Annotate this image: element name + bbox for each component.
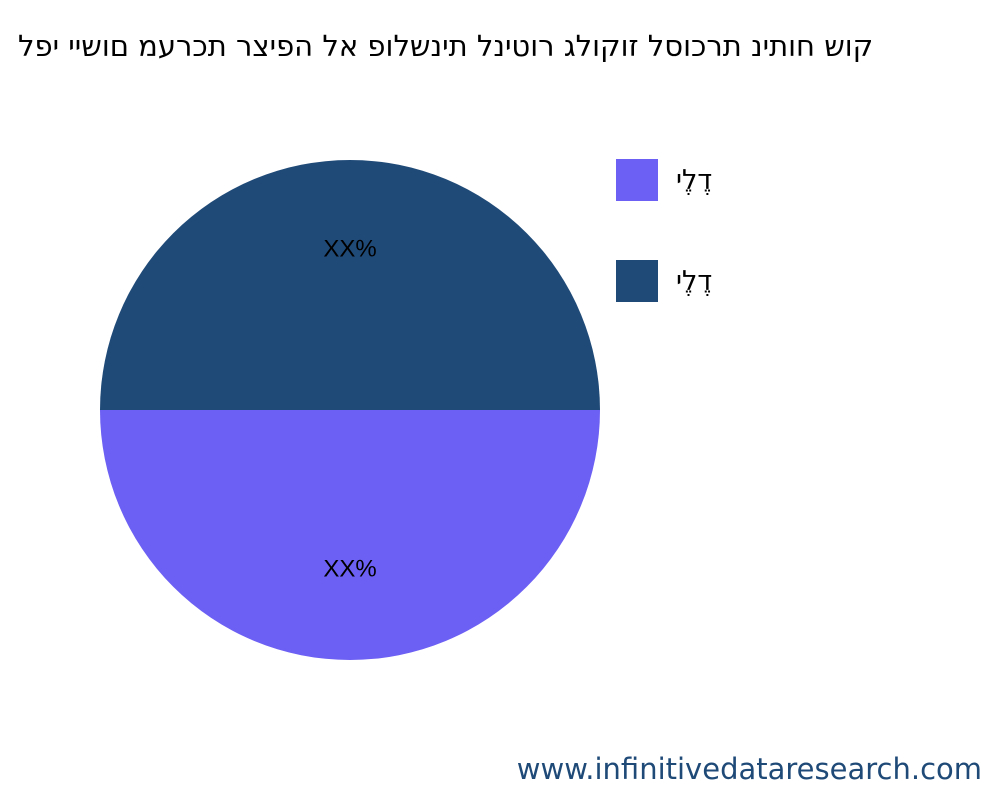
legend-swatch <box>616 260 658 302</box>
legend-item[interactable]: דֶלֶי <box>616 260 712 302</box>
slice-data-label: XX% <box>323 555 376 582</box>
pie-slice[interactable] <box>100 410 600 660</box>
legend-label: דֶלֶי <box>676 265 713 297</box>
chart-title: קוש חותינ תרכוסל זוקולג רוטינל תינשלופ א… <box>18 29 874 63</box>
watermark-url: www.infinitivedataresearch.com <box>516 752 982 786</box>
legend-item[interactable]: דֶלֶי <box>616 159 712 201</box>
slice-data-label: XX% <box>323 235 376 262</box>
legend: דֶלֶי דֶלֶי <box>616 159 712 361</box>
legend-label: דֶלֶי <box>676 164 713 196</box>
legend-swatch <box>616 159 658 201</box>
pie-slice[interactable] <box>100 160 600 410</box>
